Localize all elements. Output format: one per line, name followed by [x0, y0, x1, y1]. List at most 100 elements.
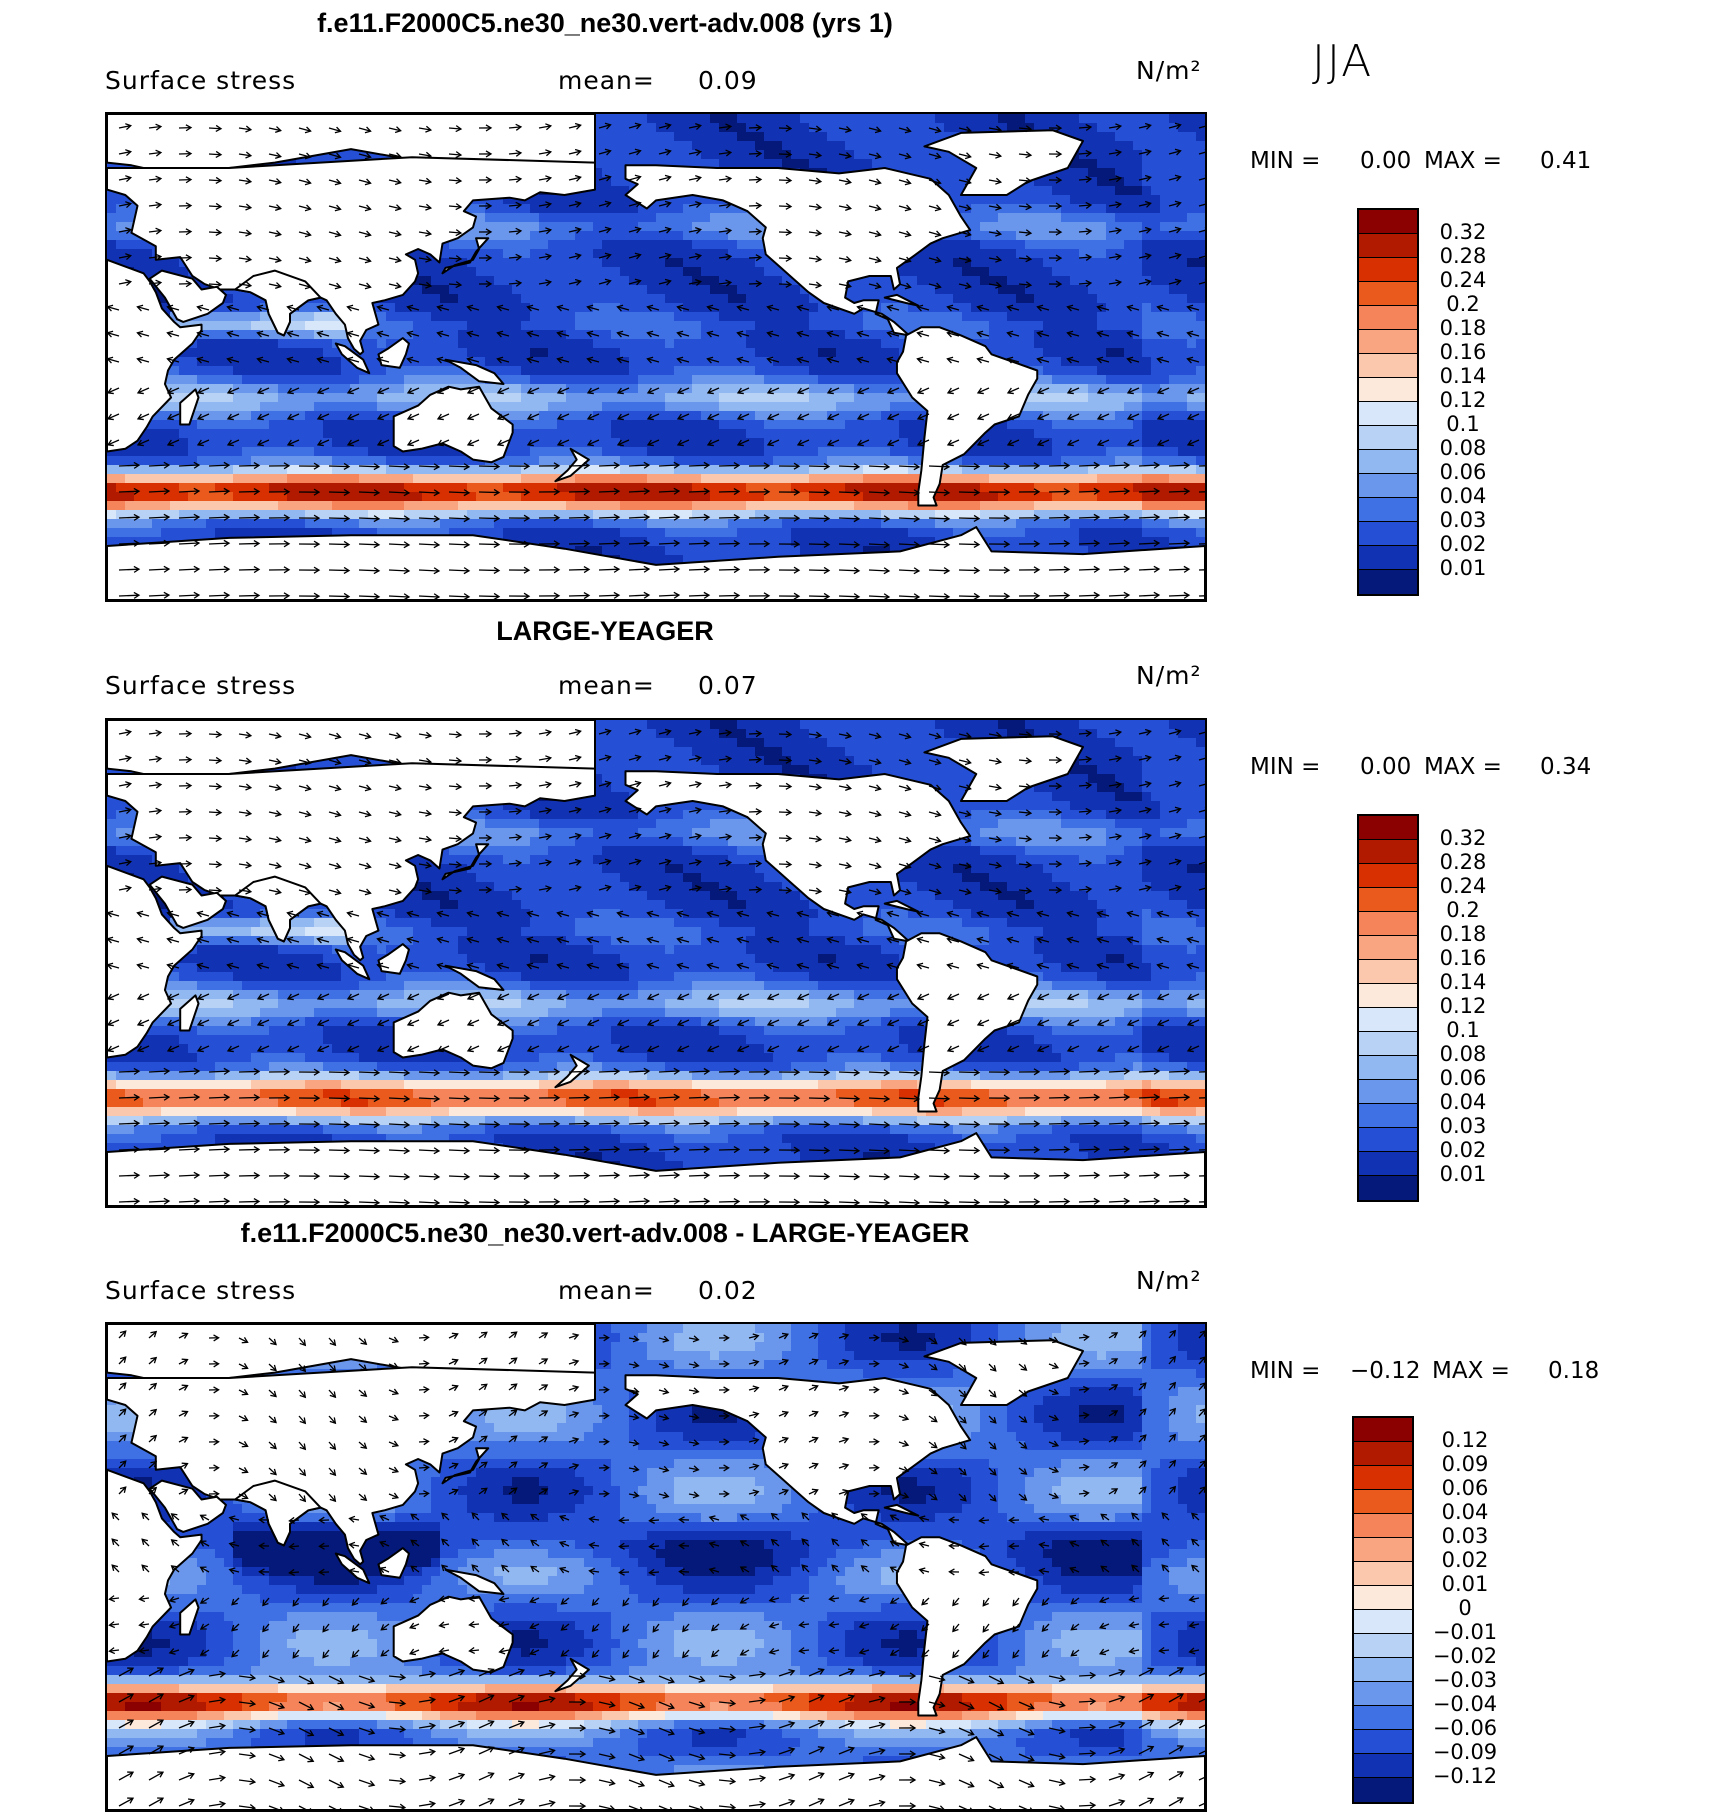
colorbar-block	[1359, 840, 1417, 864]
coastline-southamerica	[895, 1536, 1039, 1717]
panel-title: f.e11.F2000C5.ne30_ne30.vert-adv.008 - L…	[0, 1218, 1210, 1249]
colorbar-block	[1354, 1418, 1412, 1442]
colorbar-tick-label: 0.14	[1428, 364, 1498, 388]
colorbar-block	[1359, 210, 1417, 234]
coastline-greenland	[923, 129, 1084, 196]
colorbar-tick-label: 0.06	[1430, 1476, 1500, 1500]
colorbar-tick-label: 0.02	[1428, 1138, 1498, 1162]
colorbar-tick-label: −0.09	[1430, 1740, 1500, 1764]
min-value: 0.00	[1360, 754, 1411, 780]
colorbar-tick-label: −0.04	[1430, 1692, 1500, 1716]
map-plot	[105, 718, 1207, 1208]
colorbar-block	[1354, 1562, 1412, 1586]
colorbar-block	[1359, 936, 1417, 960]
colorbar-tick-label: 0.28	[1428, 244, 1498, 268]
colorbar	[1357, 814, 1419, 1202]
colorbar-block	[1359, 570, 1417, 594]
map-svg	[107, 720, 1205, 1206]
colorbar-block	[1354, 1586, 1412, 1610]
coastline-newguinea	[444, 964, 505, 991]
stress-vectors	[107, 122, 1205, 600]
stress-vectors	[108, 1329, 1205, 1810]
colorbar-tick-label: −0.12	[1430, 1764, 1500, 1788]
coastline-borneo	[377, 337, 410, 369]
colorbar-block	[1354, 1730, 1412, 1754]
coastline-japan	[441, 1447, 490, 1485]
colorbar-tick-label: 0.12	[1430, 1428, 1500, 1452]
colorbar-tick-label: 0.18	[1428, 316, 1498, 340]
colorbar-block	[1354, 1610, 1412, 1634]
colorbar-tick-label: 0.24	[1428, 874, 1498, 898]
colorbar-block	[1354, 1490, 1412, 1514]
mean-value: 0.09	[698, 66, 758, 95]
coastline-cuba	[883, 293, 920, 307]
colorbar-tick-label: 0.32	[1428, 220, 1498, 244]
colorbar-block	[1359, 546, 1417, 570]
stress-vectors	[107, 728, 1205, 1206]
map-plot	[105, 112, 1207, 602]
colorbar-tick-label: 0.1	[1428, 1018, 1498, 1042]
colorbar-tick-label: −0.02	[1430, 1644, 1500, 1668]
colorbar-block	[1359, 402, 1417, 426]
coastline-nz	[554, 1053, 590, 1089]
colorbar-block	[1359, 1008, 1417, 1032]
mean-value: 0.07	[698, 671, 758, 700]
min-label: MIN =	[1250, 1358, 1320, 1384]
colorbar-block	[1359, 426, 1417, 450]
map-plot	[105, 1322, 1207, 1812]
min-value: −0.12	[1350, 1358, 1420, 1384]
colorbar-block	[1359, 258, 1417, 282]
coastline-india	[234, 875, 322, 943]
coastline-southamerica	[895, 326, 1039, 507]
colorbar-tick-label: 0.14	[1428, 970, 1498, 994]
max-label: MAX =	[1432, 1358, 1510, 1384]
colorbar-block	[1359, 1152, 1417, 1176]
coastline-newguinea	[444, 358, 505, 385]
colorbar-block	[1354, 1778, 1412, 1802]
max-value: 0.18	[1548, 1358, 1599, 1384]
colorbar-block	[1359, 912, 1417, 936]
colorbar-tick-label: 0.08	[1428, 1042, 1498, 1066]
min-value: 0.00	[1360, 148, 1411, 174]
land-mask	[107, 1324, 1205, 1810]
panel-title: f.e11.F2000C5.ne30_ne30.vert-adv.008 (yr…	[0, 8, 1210, 39]
units-label: N/m²	[1136, 56, 1202, 85]
colorbar	[1352, 1416, 1414, 1804]
variable-label: Surface stress	[105, 1276, 296, 1305]
colorbar-block	[1354, 1466, 1412, 1490]
min-label: MIN =	[1250, 754, 1320, 780]
coastline-india	[234, 269, 322, 337]
colorbar-tick-label: 0.2	[1428, 898, 1498, 922]
colorbar-tick-label: 0.16	[1428, 946, 1498, 970]
colorbar-tick-label: 0.24	[1428, 268, 1498, 292]
colorbar-block	[1359, 474, 1417, 498]
coastline-africa	[107, 864, 203, 1059]
mean-label: mean=	[558, 1276, 655, 1305]
coastline-japan	[441, 237, 490, 275]
colorbar-block	[1354, 1634, 1412, 1658]
land-mask	[107, 114, 1205, 600]
colorbar-tick-label: 0.02	[1430, 1548, 1500, 1572]
coastline-cuba	[883, 1503, 920, 1517]
colorbar-block	[1359, 960, 1417, 984]
coastline-sumatra	[334, 342, 371, 375]
colorbar-tick-label: 0.01	[1430, 1572, 1500, 1596]
colorbar-tick-label: −0.06	[1430, 1716, 1500, 1740]
colorbar-tick-label: 0.12	[1428, 994, 1498, 1018]
colorbar-block	[1359, 888, 1417, 912]
colorbar-tick-label: 0.04	[1428, 484, 1498, 508]
colorbar-tick-label: 0.08	[1428, 436, 1498, 460]
colorbar-tick-label: 0.1	[1428, 412, 1498, 436]
colorbar-block	[1354, 1442, 1412, 1466]
colorbar	[1357, 208, 1419, 596]
coastline-southamerica	[895, 932, 1039, 1113]
colorbar-tick-label: 0.09	[1430, 1452, 1500, 1476]
coastline-madagascar	[179, 1598, 200, 1636]
min-label: MIN =	[1250, 148, 1320, 174]
units-label: N/m²	[1136, 1266, 1202, 1295]
colorbar-tick-label: 0.16	[1428, 340, 1498, 364]
colorbar-block	[1359, 864, 1417, 888]
coastline-australia	[392, 991, 514, 1070]
units-label: N/m²	[1136, 661, 1202, 690]
colorbar-tick-label: 0	[1430, 1596, 1500, 1620]
